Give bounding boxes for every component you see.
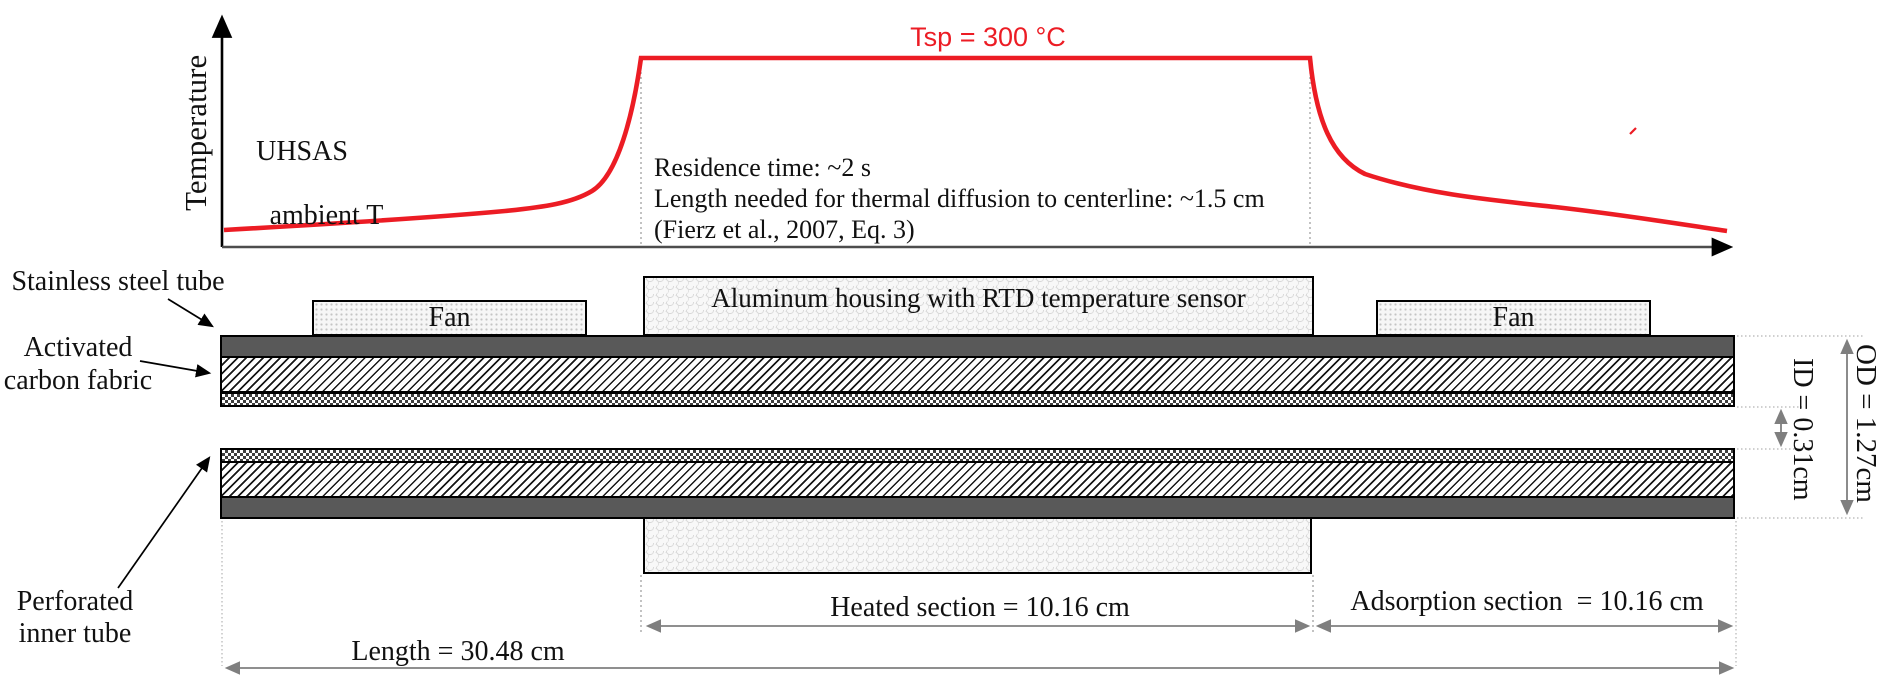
perforated-inner-tube-label: Perforated inner tube [0, 586, 165, 650]
stainless-steel-callout-arrow [167, 298, 214, 328]
heated-section-label: Heated section = 10.16 cm [830, 592, 1130, 623]
perforated-inner-tube-top-band [220, 392, 1735, 407]
graph-notes: Residence time: ~2 s Length needed for th… [654, 152, 1265, 245]
perforated-tube-callout-arrow [117, 456, 211, 589]
aluminum-housing-upper-block [643, 276, 1314, 336]
note-residence-time: Residence time: ~2 s [654, 153, 871, 182]
stray-red-mark [1629, 127, 1637, 135]
adsorption-section-label: Adsorption section = 10.16 cm [1350, 586, 1704, 617]
stainless-steel-tube-bottom-band [220, 496, 1735, 519]
outer-diameter-label: OD = 1.27cm [1850, 344, 1882, 503]
aluminum-housing-lower-block [643, 517, 1312, 574]
temperature-curve [223, 55, 1728, 234]
fan-left-box: Fan [312, 300, 587, 336]
ambient-temperature-label: UHSAS ambient T [192, 136, 412, 232]
fan-right-box: Fan [1376, 300, 1651, 336]
activated-line1: Activated [23, 332, 133, 363]
ambient-line1: UHSAS [256, 136, 348, 167]
ambient-line2: ambient T [269, 200, 384, 231]
activated-carbon-fabric-label: Activated carbon fabric [0, 331, 178, 397]
fan-right-label: Fan [1492, 302, 1535, 333]
aluminum-housing-label: Aluminum housing with RTD temperature se… [711, 282, 1246, 313]
note-diffusion-length: Length needed for thermal diffusion to c… [654, 184, 1265, 213]
setpoint-temperature-label: Tsp = 300 °C [910, 22, 1066, 52]
activated-carbon-callout-arrow [139, 360, 212, 378]
length-label: Length = 30.48 cm [351, 636, 565, 667]
activated-carbon-fabric-bottom-band [220, 461, 1735, 498]
stainless-steel-tube-label: Stainless steel tube [11, 266, 225, 297]
perforated-line1: Perforated [16, 586, 134, 617]
activated-line2: carbon fabric [3, 365, 153, 396]
inner-diameter-label: ID = 0.31cm [1787, 358, 1818, 501]
fan-left-label: Fan [428, 302, 471, 333]
perforated-line2: inner tube [18, 618, 132, 649]
note-citation: (Fierz et al., 2007, Eq. 3) [654, 215, 915, 244]
